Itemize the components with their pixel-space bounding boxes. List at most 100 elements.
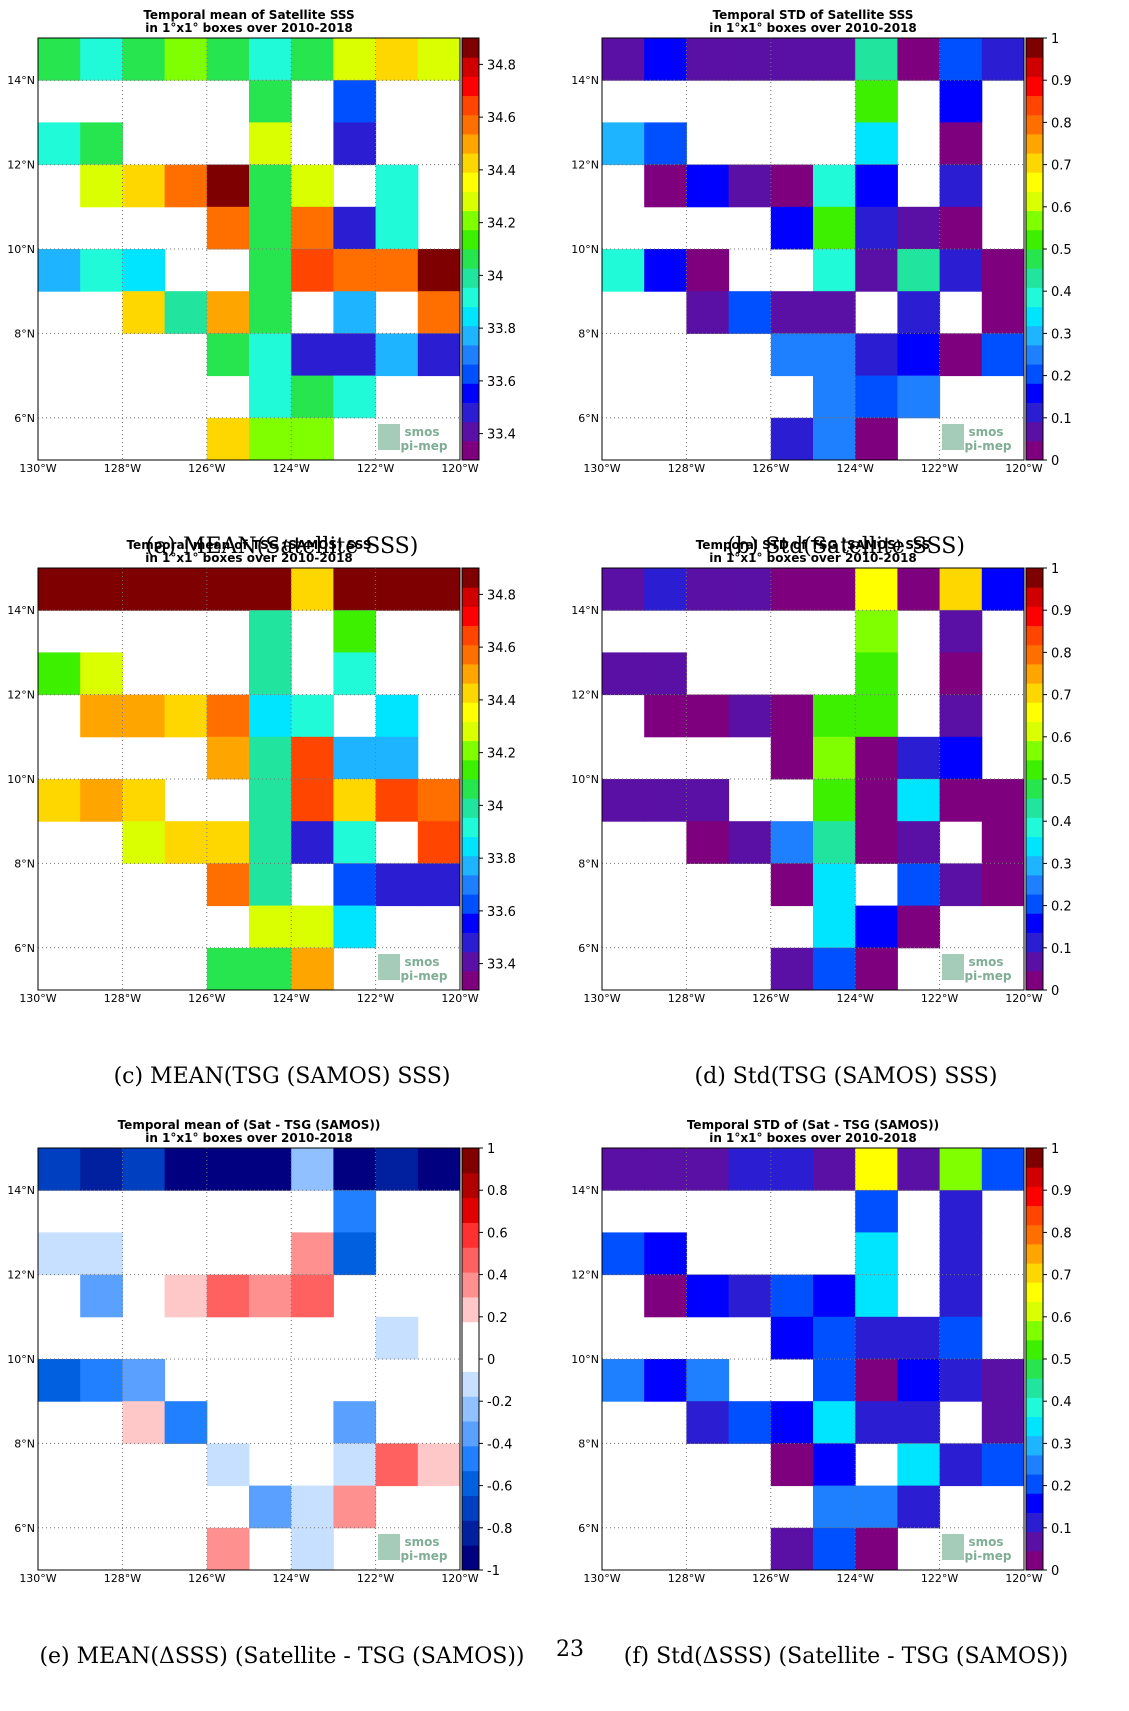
heatmap-cell (855, 736, 898, 780)
lat-tick-label: 8°N (14, 1437, 35, 1450)
heatmap-cell (939, 1316, 983, 1360)
heatmap-cell (855, 80, 898, 123)
colorbar-segment (1026, 1339, 1043, 1360)
heatmap-cell (333, 736, 377, 780)
heatmap-cell (249, 38, 292, 81)
heatmap-cell (417, 568, 461, 611)
heatmap-cell (939, 652, 983, 696)
colorbar-tick-label: 33.8 (487, 852, 516, 867)
colorbar-segment (462, 721, 479, 742)
chart-subtitle: in 1°x1° boxes over 2010-2018 (145, 1131, 353, 1145)
heatmap-cell (38, 38, 81, 81)
heatmap-cell (897, 863, 941, 907)
colorbar-segment (462, 798, 479, 818)
heatmap-cell (728, 1274, 772, 1318)
colorbar-segment (462, 1197, 479, 1223)
colorbar-tick-label: 33.6 (487, 375, 516, 390)
colorbar-segment (1026, 1205, 1043, 1226)
colorbar-segment (462, 644, 479, 665)
colorbar-tick-label: 0.7 (1051, 1269, 1072, 1284)
heatmap-cell (939, 863, 983, 907)
heatmap-cell (855, 1190, 898, 1233)
colorbar-segment (1026, 1550, 1043, 1571)
colorbar-tick-label: 0.4 (1051, 285, 1072, 300)
heatmap-cell (813, 821, 856, 864)
logo-line1: smos (968, 955, 1003, 969)
heatmap-cell (981, 821, 1025, 864)
heatmap-cell (855, 122, 898, 166)
heatmap-cell (855, 779, 898, 822)
lon-tick-label: 128°W (104, 462, 141, 475)
heatmap-cell (206, 863, 250, 907)
colorbar-segment (1026, 625, 1043, 646)
heatmap-cell (417, 333, 461, 377)
colorbar-tick-label: 0.8 (1051, 1226, 1072, 1241)
heatmap-cell (981, 333, 1025, 377)
lon-tick-label: 122°W (921, 1572, 958, 1585)
heatmap-cell (333, 1443, 377, 1487)
colorbar-segment (1026, 721, 1043, 742)
colorbar-frame (461, 37, 480, 461)
colorbar-segment (462, 1495, 479, 1521)
colorbar-tick-label: 0.2 (1051, 370, 1072, 385)
heatmap-cell (249, 652, 292, 696)
colorbar-segment (1026, 76, 1043, 97)
heatmap-cell (333, 1359, 377, 1402)
lon-tick-label: 126°W (188, 462, 225, 475)
heatmap-cell (249, 80, 292, 123)
heatmap-cell (291, 38, 334, 81)
heatmap-cell (38, 568, 81, 611)
heatmap-cell (728, 291, 772, 334)
heatmap-cell (417, 249, 461, 292)
heatmap-cell (813, 568, 856, 611)
heatmap-cell (249, 863, 292, 907)
heatmap-cell (602, 1359, 645, 1402)
colorbar-segment (1026, 1359, 1043, 1379)
lat-tick-label: 12°N (571, 689, 599, 702)
heatmap-cell (333, 652, 377, 696)
colorbar-segment (1026, 1454, 1043, 1475)
heatmap-cell (644, 694, 687, 738)
heatmap-cell (249, 417, 292, 461)
heatmap-cell (602, 1232, 645, 1276)
colorbar-tick-label: 0.6 (1051, 1311, 1072, 1326)
heatmap-cell (939, 122, 983, 166)
heatmap-cell (686, 694, 730, 738)
heatmap-cell (644, 568, 687, 611)
colorbar-segment (462, 1346, 479, 1372)
colorbar-tick-label: 0.4 (1051, 815, 1072, 830)
heatmap-cell (855, 1527, 898, 1571)
chart-subtitle: in 1°x1° boxes over 2010-2018 (145, 21, 353, 35)
colorbar-segment (1026, 1301, 1043, 1322)
heatmap-cell (333, 863, 377, 907)
colorbar-segment (1026, 970, 1043, 991)
heatmap-cell (38, 122, 81, 166)
lat-tick-label: 14°N (7, 604, 35, 617)
heatmap-cell (939, 333, 983, 377)
heatmap-cell (291, 1485, 334, 1529)
heatmap-cell (813, 38, 856, 81)
colorbar-tick-label: 33.6 (487, 905, 516, 920)
colorbar-segment (1026, 759, 1043, 780)
colorbar-tick-label: 34 (487, 799, 504, 814)
colorbar-segment (462, 932, 479, 953)
heatmap-cell (855, 164, 898, 208)
logo-mark (378, 1534, 400, 1560)
heatmap-cell (770, 291, 814, 334)
heatmap-cell (206, 694, 250, 738)
lon-tick-label: 122°W (357, 462, 394, 475)
heatmap-cell (686, 779, 730, 822)
heatmap-cell (164, 1274, 208, 1318)
colorbar-frame (461, 567, 480, 991)
colorbar-segment (462, 133, 479, 154)
heatmap-cell (206, 568, 250, 611)
colorbar-segment (1026, 383, 1043, 403)
colorbar-segment (462, 383, 479, 403)
heatmap-cell (939, 206, 983, 250)
heatmap-cell (375, 694, 419, 738)
page-number: 23 (556, 1637, 584, 1662)
heatmap-cell (602, 1148, 645, 1191)
heatmap-cell (855, 1148, 898, 1191)
